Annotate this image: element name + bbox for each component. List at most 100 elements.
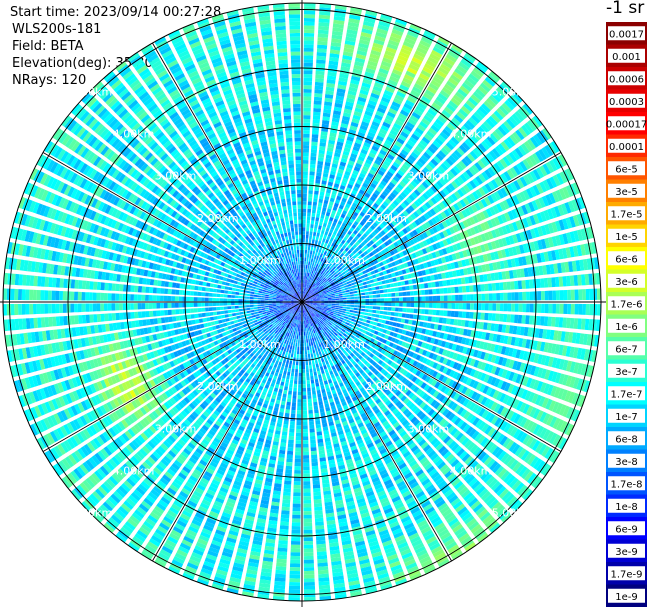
ray-gate (303, 544, 314, 549)
ray-gate (405, 197, 413, 204)
ray-gate (372, 309, 377, 314)
ray-gate (302, 208, 307, 213)
ray-gate (316, 281, 320, 286)
ray-gate (347, 274, 352, 278)
ray-gate (346, 238, 351, 244)
ray-gate (390, 72, 401, 80)
ray-gate (510, 314, 515, 323)
ray-gate (395, 292, 399, 297)
ray-gate (350, 302, 355, 305)
ray-gate (376, 75, 387, 82)
ray-gate (340, 201, 346, 207)
ray-gate (343, 147, 351, 153)
ray-gate (346, 319, 351, 323)
ray-gate (317, 277, 321, 282)
ray-gate (440, 303, 444, 309)
ray-gate (529, 291, 534, 301)
ray-gate (493, 191, 502, 201)
ray-gate (413, 189, 421, 197)
ray-gate (408, 63, 420, 72)
ray-gate (302, 257, 304, 261)
ray-gate (320, 257, 324, 262)
ray-gate (339, 247, 344, 253)
ray-gate (302, 227, 306, 232)
ray-gate (379, 100, 389, 107)
ray-gate (483, 100, 494, 111)
ray-gate (408, 246, 415, 253)
ray-gate (433, 155, 442, 164)
ray-gate (427, 56, 439, 65)
ray-gate (293, 387, 297, 392)
ray-gate (318, 256, 322, 261)
ray-gate (307, 280, 309, 285)
ray-gate (517, 314, 523, 324)
ray-gate (359, 172, 366, 179)
ray-gate (405, 285, 410, 291)
ray-gate (428, 161, 436, 169)
ray-gate (424, 283, 429, 289)
ray-gate (333, 267, 338, 272)
ray-gate (328, 267, 332, 272)
ray-gate (396, 183, 404, 191)
ray-gate (442, 60, 453, 69)
ray-gate (339, 298, 343, 300)
ray-gate (484, 293, 489, 301)
ray-gate (412, 86, 422, 94)
ray-gate (432, 235, 439, 242)
ray-gate (357, 192, 363, 198)
ray-gate (303, 100, 312, 105)
ray-gate (370, 205, 377, 212)
ray-gate (360, 241, 366, 247)
ray-gate (455, 130, 465, 140)
ray-gate (490, 193, 498, 203)
ray-gate (351, 202, 358, 208)
ray-gate (338, 229, 343, 234)
ray-gate (387, 195, 394, 202)
ray-gate (347, 230, 352, 236)
ray-gate (363, 205, 370, 211)
ray-gate (375, 263, 381, 268)
ray-gate (319, 3, 332, 9)
ray-gate (469, 180, 477, 189)
ray-gate (356, 205, 363, 211)
ray-gate (388, 256, 394, 262)
ray-gate (307, 398, 312, 403)
ray-gate (339, 234, 345, 239)
ray-gate (486, 152, 495, 163)
ray-gate (315, 294, 320, 297)
ray-gate (314, 81, 324, 87)
ray-gate (389, 283, 395, 288)
ray-gate (435, 242, 442, 249)
ray-gate (363, 250, 369, 256)
ray-gate (302, 167, 309, 172)
ray-gate (319, 265, 323, 270)
ray-gate (316, 52, 327, 57)
ray-gate (356, 50, 367, 57)
ray-gate (453, 149, 463, 159)
ray-gate (483, 138, 493, 148)
ray-gate (335, 298, 340, 300)
ray-gate (311, 383, 315, 388)
ray-gate (303, 555, 314, 560)
ray-gate (381, 60, 392, 68)
ray-gate (312, 122, 320, 128)
ray-gate (302, 294, 304, 299)
ray-gate (289, 383, 293, 388)
ray-gate (306, 216, 311, 221)
ray-gate (336, 240, 341, 246)
ray-gate (359, 314, 365, 318)
ray-gate (355, 246, 360, 252)
ray-gate (419, 183, 427, 192)
ray-gate (443, 303, 448, 309)
ray-gate (302, 387, 307, 392)
ray-gate (359, 124, 368, 131)
ray-gate (406, 297, 411, 302)
ray-gate (386, 136, 395, 143)
ray-gate (475, 189, 483, 198)
ray-gate (465, 99, 476, 110)
ray-gate (290, 552, 301, 557)
ray-gate (308, 257, 311, 262)
ray-gate (415, 79, 426, 88)
ray-gate (487, 73, 498, 84)
ray-gate (373, 212, 379, 219)
